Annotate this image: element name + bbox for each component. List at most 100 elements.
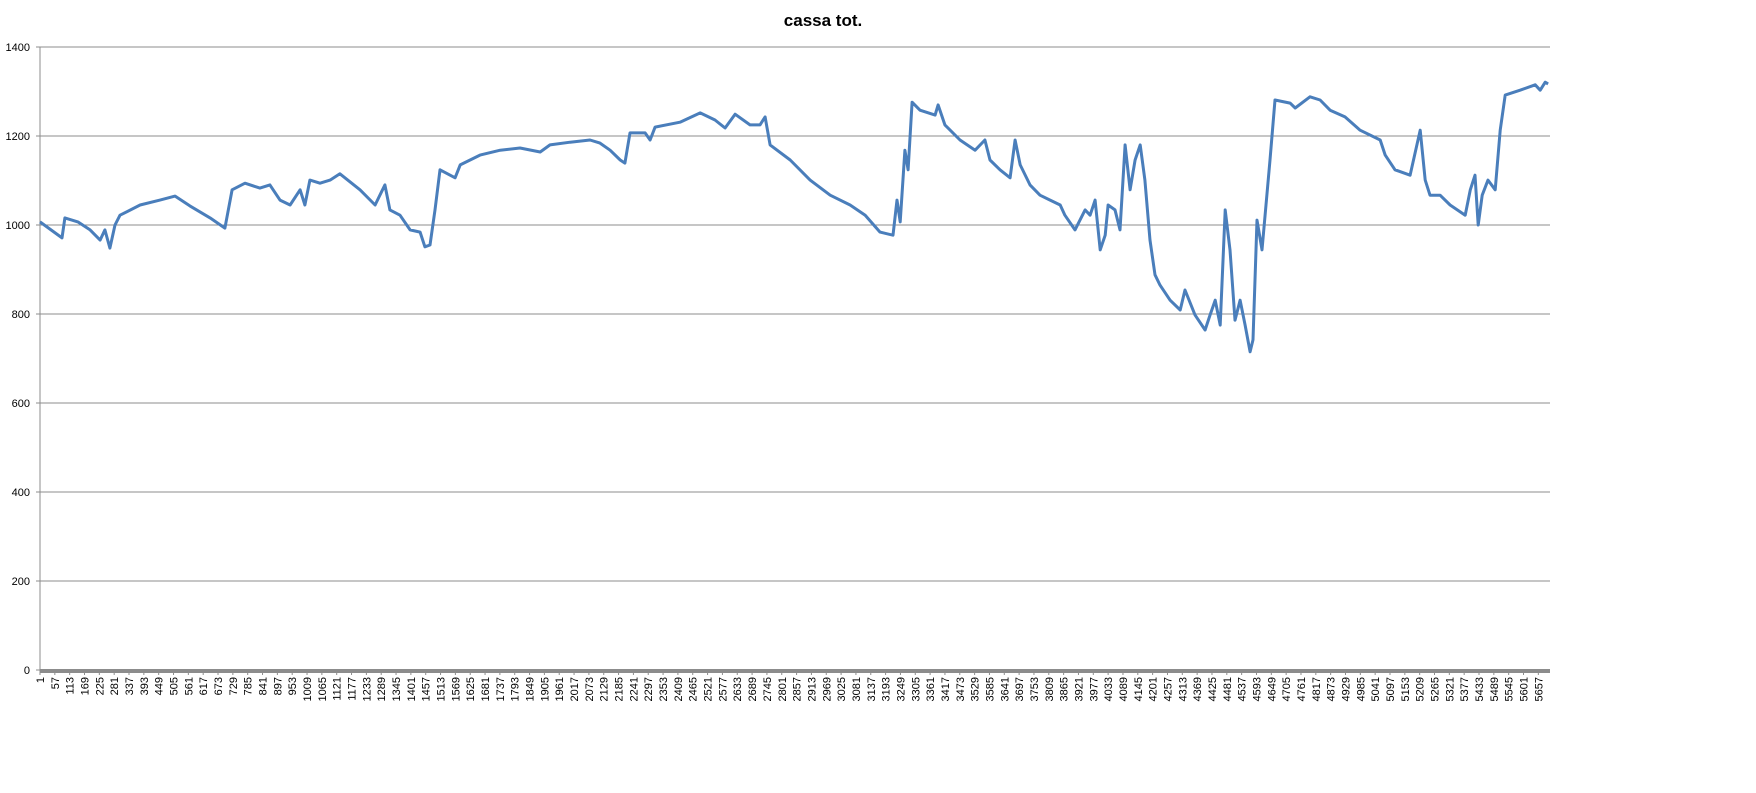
x-tick-label: 1289 [376,677,388,701]
y-tick-label: 0 [24,665,30,677]
x-tick-label: 2129 [599,677,611,701]
x-tick-label: 1905 [539,677,551,701]
x-tick-label: 4537 [1237,677,1249,701]
x-tick-label: 3137 [866,677,878,701]
x-tick-label: 4425 [1207,677,1219,701]
y-tick-label: 800 [12,309,30,321]
x-tick-label: 1345 [391,677,403,701]
x-tick-label: 5489 [1489,677,1501,701]
x-tick-label: 4705 [1281,677,1293,701]
y-tick-label: 600 [12,398,30,410]
x-tick-label: 2745 [762,677,774,701]
x-tick-label: 2297 [643,677,655,701]
x-tick-label: 2241 [628,677,640,701]
x-tick-label: 393 [139,677,151,695]
y-tick-label: 1200 [6,131,30,143]
x-tick-label: 5545 [1504,677,1516,701]
x-tick-label: 3697 [1014,677,1026,701]
x-tick-label: 5265 [1429,677,1441,701]
x-tick-label: 5433 [1474,677,1486,701]
x-tick-label: 2633 [732,677,744,701]
y-tick-label: 1400 [6,42,30,54]
x-tick-label: 1513 [436,677,448,701]
x-tick-label: 3025 [836,677,848,701]
x-tick-label: 1625 [465,677,477,701]
x-tick-label: 3977 [1088,677,1100,701]
x-tick-label: 3473 [955,677,967,701]
x-tick-label: 4313 [1177,677,1189,701]
x-tick-label: 4817 [1311,677,1323,701]
x-tick-label: 2801 [777,677,789,701]
x-tick-label: 4985 [1355,677,1367,701]
x-tick-label: 1569 [450,677,462,701]
x-tick-label: 1961 [554,677,566,701]
x-tick-label: 785 [243,677,255,695]
x-tick-label: 729 [228,677,240,695]
x-tick-label: 3529 [970,677,982,701]
x-tick-label: 2913 [806,677,818,701]
x-tick-label: 2073 [584,677,596,701]
x-tick-label: 3361 [925,677,937,701]
x-tick-label: 5377 [1459,677,1471,701]
x-tick-label: 5657 [1533,677,1545,701]
x-tick-label: 3305 [910,677,922,701]
x-tick-label: 4649 [1266,677,1278,701]
x-tick-label: 1177 [347,677,359,701]
x-tick-label: 113 [65,677,77,695]
x-tick-label: 897 [272,677,284,695]
x-tick-label: 1009 [302,677,314,701]
x-tick-label: 1121 [332,677,344,701]
x-tick-label: 1 [35,677,47,683]
x-tick-label: 1065 [317,677,329,701]
y-tick-label: 400 [12,487,30,499]
x-tick-label: 4145 [1133,677,1145,701]
x-tick-label: 505 [169,677,181,695]
data-line [39,80,1549,354]
x-tick-label: 3921 [1073,677,1085,701]
x-tick-label: 4873 [1326,677,1338,701]
y-tick-label: 200 [12,576,30,588]
x-tick-label: 281 [109,677,121,695]
x-tick-label: 2185 [614,677,626,701]
x-tick-label: 1401 [406,677,418,701]
x-tick-label: 2353 [658,677,670,701]
x-tick-label: 3865 [1059,677,1071,701]
x-tick-label: 2521 [703,677,715,701]
x-tick-label: 3249 [895,677,907,701]
x-tick-label: 3193 [881,677,893,701]
x-tick-label: 2689 [747,677,759,701]
x-tick-label: 337 [124,677,136,695]
x-tick-label: 1457 [421,677,433,701]
x-tick-label: 841 [258,677,270,695]
x-tick-label: 617 [198,677,210,695]
x-tick-label: 5097 [1385,677,1397,701]
x-tick-label: 2857 [792,677,804,701]
x-tick-label: 2465 [688,677,700,701]
x-tick-label: 1849 [525,677,537,701]
chart-title: cassa tot. [784,11,862,30]
x-tick-label: 4929 [1340,677,1352,701]
x-tick-label: 2969 [821,677,833,701]
x-tick-label: 3809 [1044,677,1056,701]
x-tick-label: 1681 [480,677,492,701]
x-tick-label: 5601 [1519,677,1531,701]
x-tick-label: 4481 [1222,677,1234,701]
y-tick-label: 1000 [6,220,30,232]
x-tick-label: 673 [213,677,225,695]
x-tick-label: 4257 [1162,677,1174,701]
x-tick-label: 4089 [1118,677,1130,701]
x-tick-label: 225 [94,677,106,695]
x-tick-label: 5321 [1444,677,1456,701]
x-tick-label: 5041 [1370,677,1382,701]
x-tick-label: 2409 [673,677,685,701]
x-tick-label: 3081 [851,677,863,701]
x-tick-label: 2017 [569,677,581,701]
x-tick-label: 1737 [495,677,507,701]
x-tick-label: 3585 [984,677,996,701]
x-tick-label: 4033 [1103,677,1115,701]
x-tick-label: 953 [287,677,299,695]
x-tick-label: 3641 [999,677,1011,701]
x-tick-label: 5209 [1415,677,1427,701]
